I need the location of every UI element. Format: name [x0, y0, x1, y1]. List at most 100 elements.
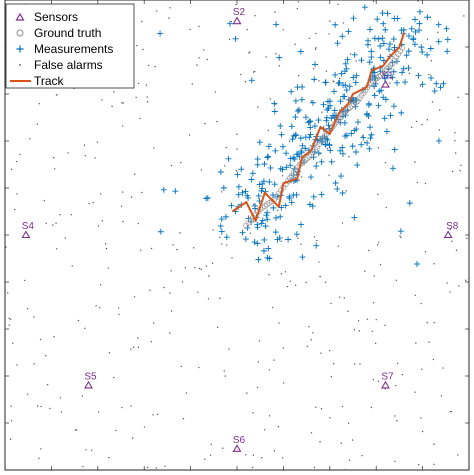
- false-alarm-point: [113, 91, 115, 93]
- false-alarm-point: [13, 208, 16, 211]
- false-alarm-point: [153, 147, 155, 149]
- false-alarm-point: [49, 407, 51, 410]
- measurement-point: [424, 51, 431, 58]
- false-alarm-point: [219, 236, 221, 239]
- measurement-point: [331, 88, 338, 95]
- false-alarm-point: [252, 466, 254, 469]
- measurement-point: [402, 79, 409, 86]
- measurement-point: [332, 21, 339, 28]
- false-alarm-point: [416, 181, 419, 184]
- false-alarm-point: [433, 321, 435, 324]
- false-alarm-point: [9, 438, 12, 440]
- measurement-point: [239, 229, 246, 236]
- false-alarm-point: [83, 144, 86, 146]
- measurement-point: [273, 214, 280, 221]
- sensor-label: S5: [84, 371, 97, 382]
- measurement-point: [160, 186, 167, 193]
- measurement-point: [302, 134, 309, 141]
- false-alarm-point: [414, 294, 416, 296]
- measurement-point: [343, 65, 350, 72]
- false-alarm-point: [269, 98, 272, 100]
- measurement-point: [416, 27, 423, 34]
- false-alarm-point: [100, 193, 102, 195]
- false-alarm-point: [457, 454, 459, 456]
- measurement-point: [307, 124, 314, 131]
- ground-truth-point: [306, 153, 313, 160]
- false-alarm-point: [40, 448, 42, 450]
- false-alarm-point: [375, 318, 377, 321]
- false-alarm-point: [249, 51, 251, 53]
- false-alarm-point: [396, 420, 398, 422]
- false-alarm-point: [7, 292, 9, 294]
- false-alarm-point: [10, 420, 13, 422]
- sensors-series: S1 S2 S4 S5 S6 S7 S8: [21, 7, 459, 452]
- false-alarm-point: [337, 245, 339, 247]
- measurement-point: [261, 161, 268, 168]
- legend-item-ground-truth: Ground truth: [16, 26, 101, 40]
- sensor-marker: [84, 380, 93, 389]
- measurement-point: [313, 242, 320, 249]
- false-alarm-point: [417, 463, 420, 466]
- false-alarm-point: [454, 152, 457, 154]
- measurement-point: [315, 117, 322, 124]
- measurement-point: [371, 92, 378, 99]
- measurement-point: [311, 123, 318, 130]
- false-alarm-point: [29, 138, 31, 140]
- measurement-point: [412, 28, 419, 35]
- measurement-point: [242, 236, 249, 243]
- legend-box: [5, 3, 135, 89]
- false-alarm-point: [111, 105, 113, 107]
- false-alarm-point: [328, 174, 330, 176]
- measurement-point: [385, 46, 392, 53]
- false-alarm-point: [74, 429, 77, 431]
- false-alarm-point: [122, 220, 124, 223]
- false-alarm-point: [71, 265, 73, 267]
- false-alarm-point: [372, 302, 375, 304]
- measurement-point: [302, 114, 309, 121]
- false-alarm-point: [230, 20, 233, 23]
- measurement-point: [427, 74, 434, 81]
- legend-label-ground-truth: Ground truth: [34, 26, 101, 40]
- measurement-point: [292, 114, 299, 121]
- false-alarm-point: [26, 307, 29, 310]
- measurement-point: [348, 130, 355, 137]
- measurement-point: [297, 221, 304, 228]
- false-alarm-point: [359, 363, 361, 365]
- false-alarm-point: [269, 143, 272, 145]
- measurement-point: [374, 16, 381, 23]
- false-alarm-point: [306, 345, 309, 348]
- measurement-point: [365, 112, 372, 119]
- legend-item-measurements: Measurements: [16, 42, 113, 56]
- false-alarm-point: [437, 31, 439, 34]
- false-alarm-point: [377, 380, 380, 382]
- false-alarm-point: [133, 173, 136, 175]
- false-alarm-point: [315, 47, 317, 49]
- measurement-point: [338, 70, 345, 77]
- measurement-point: [342, 60, 349, 67]
- false-alarm-point: [274, 11, 276, 13]
- measurement-point: [351, 51, 358, 58]
- measurement-point: [298, 96, 305, 103]
- false-alarm-point: [137, 222, 140, 225]
- false-alarm-point: [268, 369, 271, 371]
- false-alarm-point: [301, 176, 303, 178]
- false-alarm-point: [16, 364, 18, 366]
- measurement-point: [384, 10, 391, 17]
- measurement-point: [277, 165, 284, 172]
- measurement-point: [293, 231, 300, 238]
- false-alarm-point: [343, 468, 346, 471]
- measurement-point: [242, 188, 249, 195]
- false-alarm-point: [268, 415, 271, 417]
- false-alarm-point: [438, 129, 441, 131]
- false-alarm-point: [421, 430, 424, 433]
- measurement-point: [377, 54, 384, 61]
- false-alarm-point: [325, 70, 328, 72]
- false-alarm-point: [343, 297, 346, 299]
- false-alarm-point: [319, 275, 321, 278]
- measurement-point: [339, 150, 346, 157]
- measurement-point: [408, 25, 415, 32]
- measurement-point: [217, 223, 224, 230]
- measurement-point: [271, 100, 278, 107]
- false-alarm-point: [414, 391, 416, 393]
- measurement-point: [309, 203, 316, 210]
